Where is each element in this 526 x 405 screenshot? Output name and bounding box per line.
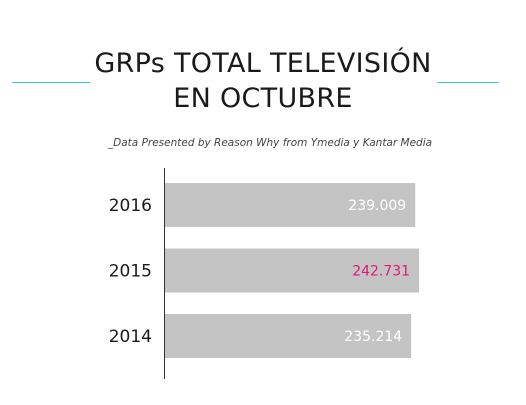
- value-label-2014: 235.214: [344, 329, 402, 345]
- chart-title-line1: GRPs TOTAL TELEVISIÓN: [94, 48, 432, 79]
- title-rule-left: [12, 82, 90, 83]
- chart-subtitle: _Data Presented by Reason Why from Ymedi…: [107, 137, 433, 149]
- bar-2015: [165, 248, 420, 293]
- chart-title: GRPs TOTAL TELEVISIÓN EN OCTUBRE: [0, 46, 526, 116]
- value-label-2016: 239.009: [348, 198, 406, 214]
- category-label-2015: 2015: [109, 262, 152, 282]
- category-label-2014: 2014: [109, 327, 152, 347]
- category-label-2016: 2016: [109, 196, 152, 216]
- chart-title-line2: EN OCTUBRE: [173, 83, 353, 114]
- bar-2016: [165, 183, 416, 227]
- title-rule-right: [437, 82, 499, 83]
- value-label-2015: 242.731: [352, 264, 410, 280]
- bar-2014: [165, 314, 412, 358]
